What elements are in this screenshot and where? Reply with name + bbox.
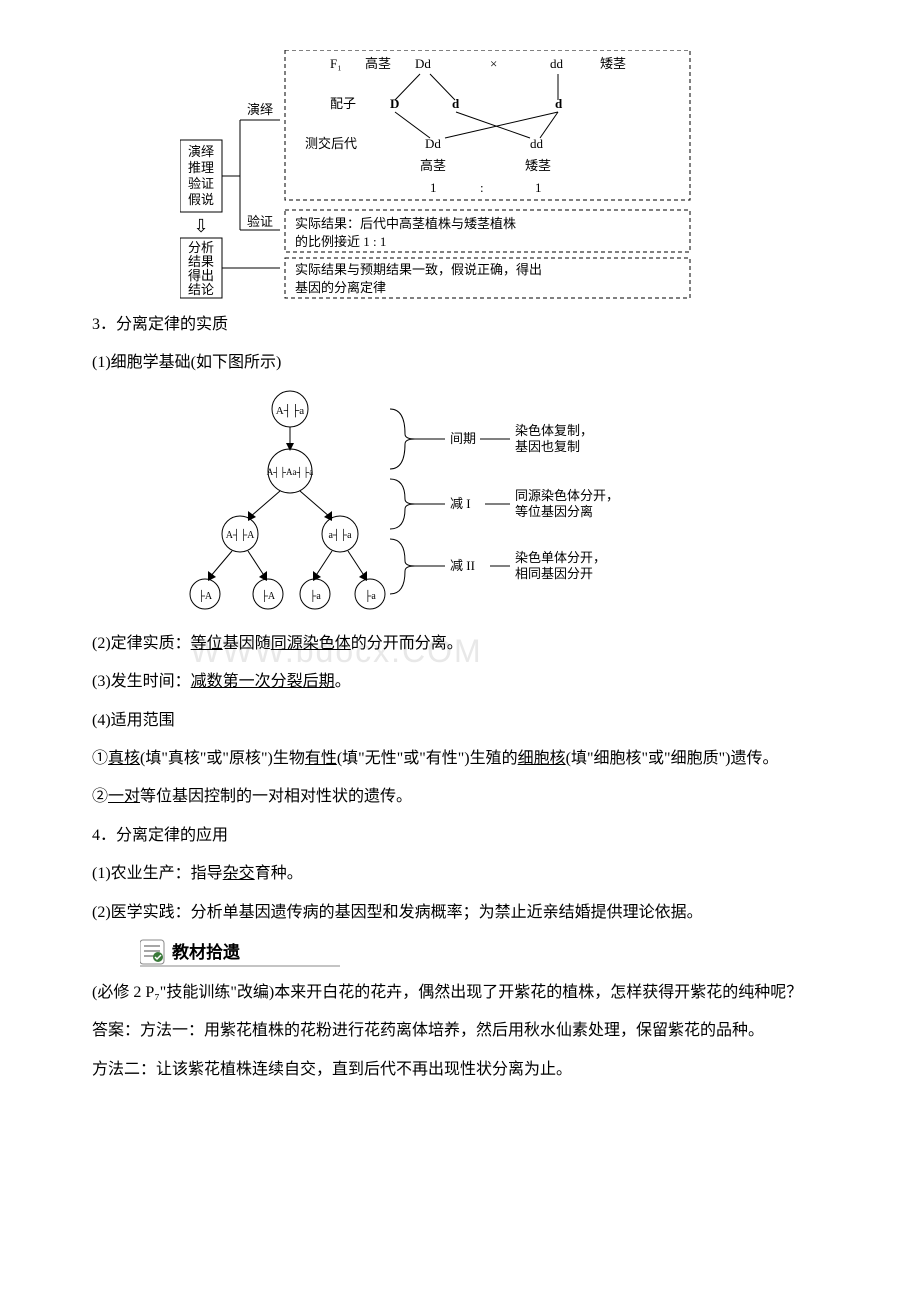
- svg-text:a┤├a: a┤├a: [328, 528, 352, 542]
- jian1-d1: 同源染色体分开，: [515, 488, 619, 503]
- section-header: 教材拾遗: [140, 938, 860, 968]
- gaojing-label: 高茎: [365, 56, 391, 71]
- para-1: 3．分离定律的实质: [60, 310, 860, 340]
- jian2-d1: 染色单体分开，: [515, 550, 606, 565]
- cejiao-label: 测交后代: [305, 136, 357, 151]
- jian1: 减 I: [450, 496, 471, 511]
- svg-text:A┤├Aa┤├a: A┤├Aa┤├a: [267, 466, 314, 478]
- para-4: (3)发生时间：减数第一次分裂后期。: [60, 667, 860, 697]
- para-5: (4)适用范围: [60, 706, 860, 736]
- verify-line1: 实际结果：后代中高茎植株与矮茎植株: [295, 216, 516, 231]
- jian2: 减 II: [450, 558, 475, 573]
- aijing-label: 矮茎: [600, 56, 626, 71]
- svg-text:├A: ├A: [261, 589, 276, 603]
- gamete-D: D: [390, 96, 399, 111]
- ratio-1: 1: [430, 180, 437, 195]
- box1-t4: 假说: [188, 192, 214, 207]
- jianqi-d1: 染色体复制，: [515, 423, 593, 438]
- para-12: 答案：方法一：用紫花植株的花粉进行花药离体培养，然后用秋水仙素处理，保留紫花的品…: [60, 1016, 860, 1046]
- svg-text:├a: ├a: [364, 589, 376, 603]
- para-11: (必修 2 P₇"技能训练"改编)本来开白花的花卉，偶然出现了开紫花的植株，怎样…: [60, 978, 860, 1008]
- off-p2: 矮茎: [525, 158, 551, 173]
- box2-t2: 结果: [188, 254, 214, 269]
- yanyi-label: 演绎: [247, 102, 273, 117]
- para-10: (2)医学实践：分析单基因遗传病的基因型和发病概率；为禁止近亲结婚提供理论依据。: [60, 898, 860, 928]
- dd-p2: dd: [550, 56, 564, 71]
- off-p1: 高茎: [420, 158, 446, 173]
- f1-label: F₁: [330, 56, 342, 71]
- dd-p1: Dd: [415, 56, 431, 71]
- test-cross-diagram: 演绎 推理 验证 假说 ⇩ 分析 结果 得出 结论 演绎 验证 F₁ 高茎 Dd…: [180, 50, 860, 300]
- para-3: (2)定律实质：等位基因随同源染色体的分开而分离。: [60, 629, 860, 659]
- off-dd1: Dd: [425, 136, 441, 151]
- conc-line2: 基因的分离定律: [295, 280, 386, 295]
- ratio-colon: :: [480, 180, 484, 195]
- para-7: ②一对等位基因控制的一对相对性状的遗传。: [60, 782, 860, 812]
- cross-x: ×: [490, 56, 497, 71]
- jianqi-d2: 基因也复制: [515, 439, 580, 454]
- off-dd2: dd: [530, 136, 544, 151]
- arrow-down: ⇩: [193, 216, 208, 236]
- jianqi: 间期: [450, 431, 476, 446]
- para-2: (1)细胞学基础(如下图所示): [60, 348, 860, 378]
- box2-t4: 结论: [188, 282, 214, 297]
- para-6: ①真核(填"真核"或"原核")生物有性(填"无性"或"有性")生殖的细胞核(填"…: [60, 744, 860, 774]
- box1-t1: 演绎: [188, 144, 214, 159]
- header-text: 教材拾遗: [171, 942, 240, 962]
- para-8: 4．分离定律的应用: [60, 821, 860, 851]
- box2-t1: 分析: [188, 240, 214, 255]
- box2-t3: 得出: [188, 268, 214, 283]
- svg-text:A┤├a: A┤├a: [276, 403, 305, 418]
- conc-line1: 实际结果与预期结果一致，假说正确，得出: [295, 262, 542, 277]
- para-9: (1)农业生产：指导杂交育种。: [60, 859, 860, 889]
- box1-t2: 推理: [188, 160, 214, 175]
- para-13: 方法二：让该紫花植株连续自交，直到后代不再出现性状分离为止。: [60, 1055, 860, 1085]
- box1-t3: 验证: [188, 176, 214, 191]
- svg-text:A┤├A: A┤├A: [226, 528, 255, 542]
- jian1-d2: 等位基因分离: [515, 504, 593, 519]
- ratio-1b: 1: [535, 180, 542, 195]
- svg-text:├a: ├a: [309, 589, 321, 603]
- gamete-d2: d: [555, 96, 563, 111]
- meiosis-diagram: A┤├a A┤├Aa┤├a A┤├A a┤├a ├A ├A ├a ├a 间期 染…: [180, 389, 860, 619]
- svg-text:├A: ├A: [198, 589, 213, 603]
- peizi-label: 配子: [330, 96, 356, 111]
- jian2-d2: 相同基因分开: [515, 566, 593, 581]
- verify-line2: 的比例接近 1 : 1: [295, 234, 386, 249]
- yanzheng-label: 验证: [247, 214, 273, 229]
- gamete-d1: d: [452, 96, 460, 111]
